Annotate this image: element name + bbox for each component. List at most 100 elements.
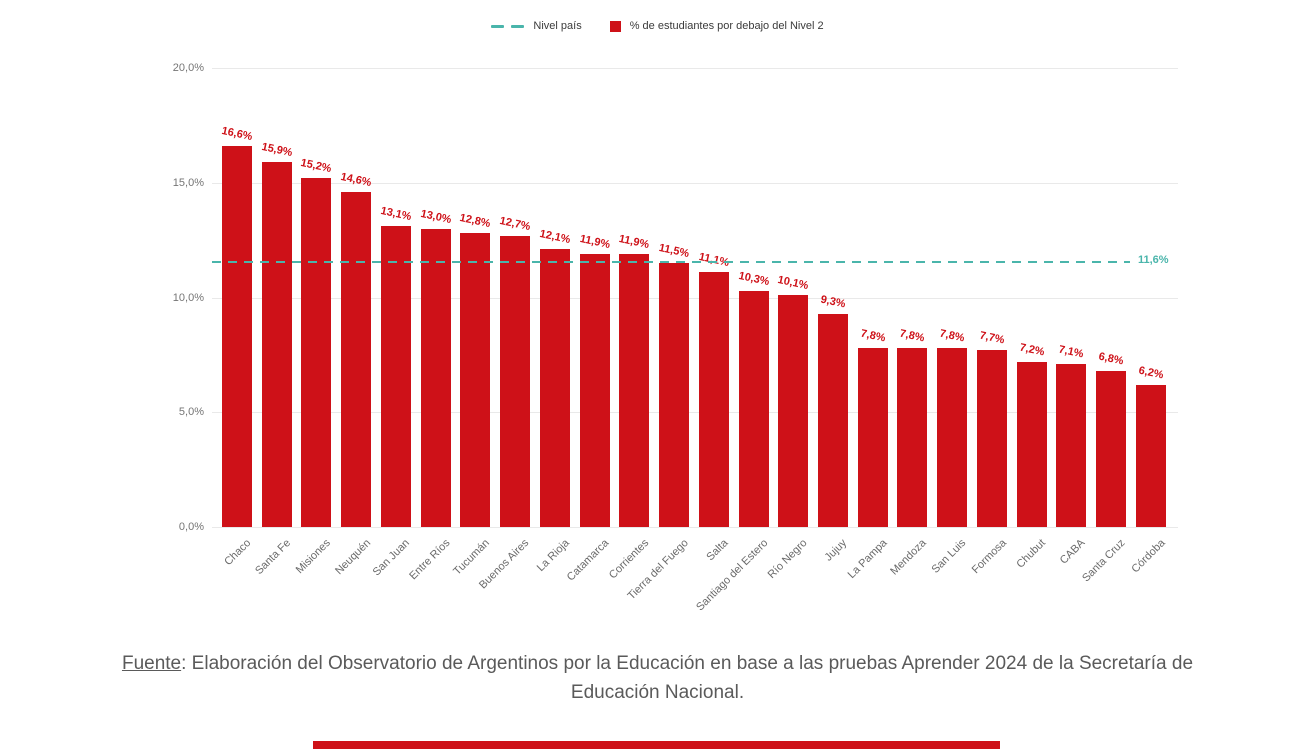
bar-slot: 12,7% Buenos Aires: [477, 68, 532, 591]
x-axis-label: La Pampa: [845, 537, 890, 581]
bar-slot: 7,8% San Luis: [930, 68, 969, 576]
bar: [1135, 384, 1166, 527]
bar-value-label: 10,1%: [776, 274, 810, 293]
bar-value-label: 12,1%: [538, 228, 572, 247]
bar-value-label: 11,9%: [578, 232, 611, 251]
gridline: [212, 68, 1178, 69]
bar-value-label: 15,2%: [299, 157, 333, 176]
source-label: Fuente: [121, 653, 182, 674]
bar-slot: 13,0% Entre Ríos: [407, 68, 453, 583]
legend-label-series: % de estudiantes por debajo del Nivel 2: [629, 20, 824, 32]
bar: [976, 350, 1007, 527]
bar-value-label: 13,0%: [419, 207, 453, 226]
bar-value-label: 9,3%: [819, 293, 847, 311]
bar: [261, 162, 292, 527]
x-axis-label: Chubut: [1014, 537, 1049, 571]
bar-slot: 10,3% Santiago del Estero: [694, 68, 771, 614]
bar-value-label: 12,8%: [458, 212, 492, 231]
bar-slot: 6,2% Córdoba: [1129, 68, 1167, 575]
bar: [341, 191, 372, 527]
dashed-line-icon: [491, 24, 525, 28]
x-axis-label: Formosa: [969, 537, 1009, 577]
bar-value-label: 14,6%: [339, 170, 373, 190]
gridline: [212, 182, 1178, 184]
bar-value-label: 12,7%: [498, 214, 532, 233]
y-axis-tick-label: 5,0%: [178, 406, 204, 419]
x-axis-label: Santiago del Estero: [693, 537, 771, 614]
bar-slot: 7,1% CABA: [1056, 68, 1088, 567]
bar-slot: 9,3% Jujuy: [818, 68, 850, 564]
bar-value-label: 6,2%: [1137, 364, 1165, 382]
x-axis-label: Mendoza: [888, 537, 929, 578]
bar-value-label: 7,8%: [938, 327, 966, 345]
bar-slot: 7,2% Chubut: [1015, 68, 1049, 570]
bar-slot: 6,8% Santa Cruz: [1080, 68, 1127, 584]
x-axis-label: Río Negro: [765, 537, 810, 581]
bar: [937, 348, 968, 527]
bar-slot: 15,9% Santa Fe: [253, 68, 294, 577]
gridline: [212, 527, 1178, 528]
x-axis-label: Salta: [704, 537, 731, 564]
bar-value-label: 16,6%: [220, 124, 254, 144]
bar: [619, 253, 650, 527]
bar: [738, 290, 769, 527]
y-axis-tick-label: 15,0%: [172, 176, 204, 189]
bar: [897, 348, 928, 527]
x-axis-label: San Luis: [929, 537, 969, 576]
x-axis-label: Jujuy: [822, 537, 850, 564]
bar-slot: 12,8% Tucumán: [451, 68, 492, 577]
bar-value-label: 6,8%: [1097, 350, 1125, 368]
bar-slot: 11,5% Tierra del Fuego: [625, 68, 691, 602]
bar: [778, 295, 809, 527]
x-axis-label: Chaco: [222, 537, 254, 568]
bar-slot: 13,1% San Juan: [371, 68, 412, 578]
x-axis-label: Neuquén: [332, 537, 373, 578]
bar: [1096, 370, 1127, 527]
bar-slot: 16,6% Chaco: [220, 68, 254, 568]
gridlines: [212, 68, 1178, 528]
bar: [500, 235, 531, 527]
y-axis-tick-label: 10,0%: [172, 291, 204, 304]
national-level-label: 11,6%: [1138, 253, 1169, 266]
bar: [222, 146, 252, 527]
bar-slot: 7,8% La Pampa: [845, 68, 889, 581]
bar: [698, 272, 729, 527]
bar-value-label: 11,5%: [657, 242, 691, 261]
bar-value-label: 7,8%: [859, 327, 887, 345]
x-axis-label: Tucumán: [451, 537, 492, 578]
gridline: [212, 297, 1178, 299]
bar-slot: 12,1% La Rioja: [534, 68, 572, 574]
bar-value-label: 15,9%: [260, 140, 294, 160]
footer-stripe: [313, 741, 1000, 749]
bar-series: 16,6% Chaco 15,9% Santa Fe 15,2% Misiones 14,6…: [220, 68, 1167, 614]
bar: [857, 348, 888, 527]
x-axis-label: CABA: [1058, 537, 1088, 567]
x-axis-label: Entre Ríos: [406, 537, 453, 583]
bar-slot: 7,8% Mendoza: [888, 68, 928, 578]
x-axis-label: San Juan: [371, 537, 413, 579]
bar: [579, 253, 610, 527]
y-axis: 20,0% 15,0% 10,0% 5,0% 0,0%: [0, 62, 204, 533]
bar: [1056, 364, 1087, 527]
bar: [1016, 361, 1047, 527]
bar: [301, 178, 332, 527]
source-note-text: Fuente: Elaboración del Observatorio de …: [75, 649, 1240, 708]
source-text: : Elaboración del Observatorio de Argent…: [181, 653, 1194, 704]
bar-slot: 11,1%Salta: [698, 68, 731, 563]
red-square-icon: [609, 20, 621, 32]
bar: [460, 233, 491, 527]
bar-value-label: 7,8%: [898, 327, 926, 345]
bar-value-label: 11,9%: [618, 232, 651, 251]
x-axis-label: Catamarca: [564, 537, 612, 584]
bar: [380, 226, 411, 527]
x-axis-label: La Rioja: [534, 537, 572, 575]
x-axis-label: Santa Cruz: [1080, 537, 1128, 585]
x-axis-label: Misiones: [293, 537, 333, 577]
bar-slot: 7,7% Formosa: [969, 68, 1008, 576]
bar-value-label: 10,3%: [737, 269, 771, 288]
bar-slot: 14,6% Neuquén: [333, 68, 373, 577]
bar: [659, 263, 690, 527]
bar: [420, 228, 451, 527]
bar: [539, 249, 570, 527]
legend-label-nivel-pais: Nivel país: [533, 20, 582, 32]
